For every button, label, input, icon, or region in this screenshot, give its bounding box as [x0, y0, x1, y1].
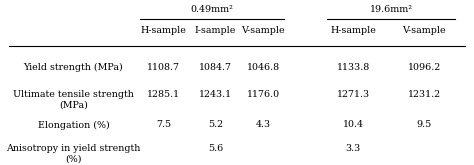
Text: 1046.8: 1046.8 — [246, 63, 280, 72]
Text: 3.3: 3.3 — [346, 144, 361, 153]
Text: H-sample: H-sample — [141, 26, 186, 35]
Text: 19.6mm²: 19.6mm² — [370, 5, 412, 14]
Text: 1084.7: 1084.7 — [199, 63, 232, 72]
Text: V-sample: V-sample — [402, 26, 446, 35]
Text: 5.2: 5.2 — [208, 120, 223, 130]
Text: 1271.3: 1271.3 — [337, 90, 370, 99]
Text: 5.6: 5.6 — [208, 144, 223, 153]
Text: Elongation (%): Elongation (%) — [37, 120, 109, 130]
Text: Ultimate tensile strength
(MPa): Ultimate tensile strength (MPa) — [13, 90, 134, 109]
Text: V-sample: V-sample — [241, 26, 285, 35]
Text: 1108.7: 1108.7 — [147, 63, 180, 72]
Text: Anisotropy in yield strength
(%): Anisotropy in yield strength (%) — [6, 144, 141, 164]
Text: 1243.1: 1243.1 — [199, 90, 232, 99]
Text: 1285.1: 1285.1 — [147, 90, 180, 99]
Text: 4.3: 4.3 — [255, 120, 271, 130]
Text: 9.5: 9.5 — [417, 120, 432, 130]
Text: H-sample: H-sample — [330, 26, 376, 35]
Text: 0.49mm²: 0.49mm² — [191, 5, 233, 14]
Text: 10.4: 10.4 — [343, 120, 364, 130]
Text: 1096.2: 1096.2 — [408, 63, 441, 72]
Text: 1133.8: 1133.8 — [337, 63, 370, 72]
Text: Yield strength (MPa): Yield strength (MPa) — [24, 63, 123, 72]
Text: 7.5: 7.5 — [156, 120, 171, 130]
Text: 1176.0: 1176.0 — [246, 90, 280, 99]
Text: 1231.2: 1231.2 — [408, 90, 441, 99]
Text: I-sample: I-sample — [195, 26, 237, 35]
